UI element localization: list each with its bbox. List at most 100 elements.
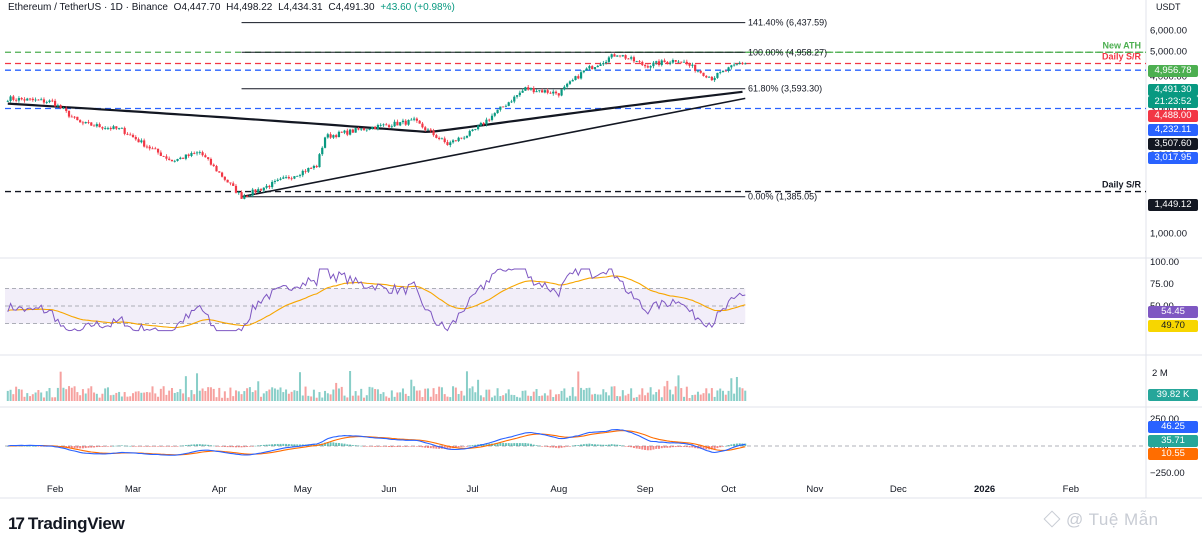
volume-bar [521,390,524,401]
candle-body [351,129,354,133]
candle-body [9,96,12,101]
candle-body [298,175,302,176]
candle-body [421,123,424,128]
symbol-title[interactable]: Ethereum / TetherUS · 1D · Binance [8,2,168,13]
candle-body [360,128,363,130]
macd-histogram-bar [145,446,148,447]
volume-bar [669,389,672,401]
candle-body [488,119,491,121]
macd-histogram-bar [421,446,424,448]
macd-histogram-bar [68,446,71,449]
candle-body [541,90,544,93]
time-axis-label: Jun [381,484,396,495]
macd-histogram-bar [516,443,519,446]
macd-histogram-bar [607,444,610,446]
macd-histogram-bar [6,446,9,447]
volume-bar [635,397,638,401]
candle-body [131,134,135,138]
candle-body [106,127,110,129]
candle-body [240,192,243,199]
candle-body [451,140,455,143]
volume-bar [54,397,57,401]
candle-body [156,148,160,153]
volume-bar [218,387,221,401]
candle-body [627,58,630,60]
macd-histogram-bar [471,445,474,446]
candle-body [716,72,719,78]
candle-body [479,122,482,126]
volume-bar [382,392,385,401]
macd-histogram-bar [641,446,644,450]
macd-histogram-bar [262,444,265,446]
candle-body [490,115,494,120]
macd-histogram-bar [257,445,260,447]
candle-body [232,183,235,186]
macd-histogram-bar [143,446,146,447]
time-axis-label: 2026 [974,484,995,495]
macd-histogram-bar [132,446,135,447]
volume-bar [9,389,12,401]
candle-body [287,177,290,179]
candle-body [218,171,221,173]
volume-bar [268,389,271,401]
macd-histogram-bar [134,446,137,447]
macd-histogram-bar [223,446,226,447]
candle-body [582,70,585,73]
macd-histogram-bar [507,443,510,446]
candle-body [449,142,452,146]
candle-body [220,172,224,177]
candle-body [418,120,421,124]
tradingview-logo[interactable]: 17 TradingView [8,514,125,534]
volume-bar [477,379,480,401]
candle-body [104,128,107,130]
watermark: @ Tuệ Mẫn [1043,510,1159,530]
candle-body [112,126,115,130]
volume-bar [410,379,413,401]
macd-histogram-bar [337,443,340,446]
volume-bar [315,397,318,401]
volume-bar [424,388,427,401]
time-axis-label: Dec [890,484,907,495]
macd-histogram-bar [196,444,199,446]
volume-bar [694,394,697,401]
volume-bar [474,392,477,401]
fib-level-label: 61.80% (3,593.30) [748,84,822,94]
candle-body [376,124,380,130]
volume-bar [691,395,694,401]
candle-body [538,90,541,92]
candle-body [727,67,730,71]
candle-body [680,61,683,63]
candle-body [560,89,563,96]
candle-body [215,166,218,172]
candle-body [51,100,54,102]
volume-bar [699,394,702,401]
time-axis-label: Mar [125,484,141,495]
macd-histogram-bar [463,446,466,447]
volume-bar [538,395,541,401]
macd-histogram-bar [329,442,332,446]
macd-histogram-bar [31,445,34,447]
candle-body [546,90,549,93]
volume-bar [610,386,613,401]
volume-bar [655,392,658,401]
currency-label[interactable]: USDT [1156,2,1181,12]
macd-histogram-bar [644,446,647,450]
macd-histogram-bar [613,444,616,446]
volume-bar [81,389,84,401]
candle-body [262,187,265,191]
macd-histogram-bar [101,446,104,447]
volume-bar [557,394,560,401]
candle-body [504,105,508,107]
macd-histogram-bar [159,446,162,447]
macd-histogram-bar [246,446,249,447]
candle-body [143,140,146,147]
candle-body [552,91,555,94]
macd-histogram-bar [326,442,329,446]
candle-body [707,76,711,78]
candle-body [404,120,407,125]
volume-bar [674,386,677,401]
candle-body [95,124,98,127]
macd-value-tag: 46.25 [1148,421,1198,433]
volume-bar [221,397,224,401]
